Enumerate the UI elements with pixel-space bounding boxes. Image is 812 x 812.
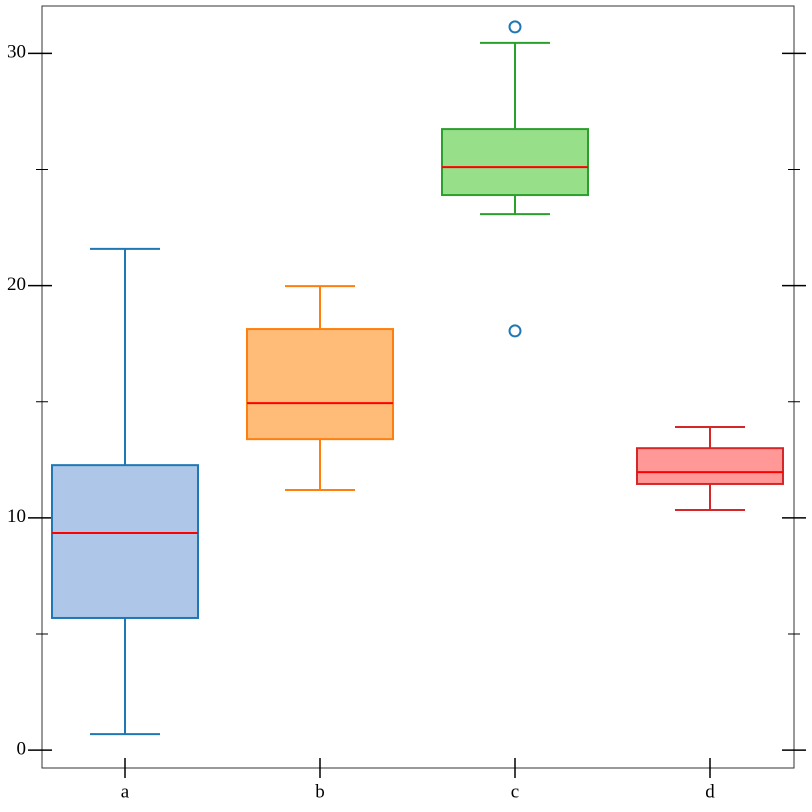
x-tick-label: c — [511, 781, 519, 802]
x-tick-label: b — [315, 781, 325, 802]
box — [636, 447, 784, 485]
y-tick-label: 30 — [7, 42, 26, 63]
box — [51, 464, 199, 619]
box — [246, 328, 394, 441]
flier — [508, 20, 522, 34]
box — [441, 128, 589, 197]
y-tick-label: 0 — [17, 738, 27, 759]
plot-frame — [41, 5, 795, 769]
y-tick-label: 10 — [7, 506, 26, 527]
x-tick-label: d — [705, 781, 715, 802]
flier — [508, 324, 522, 338]
x-tick-label: a — [121, 781, 130, 802]
y-tick-label: 20 — [7, 274, 26, 295]
